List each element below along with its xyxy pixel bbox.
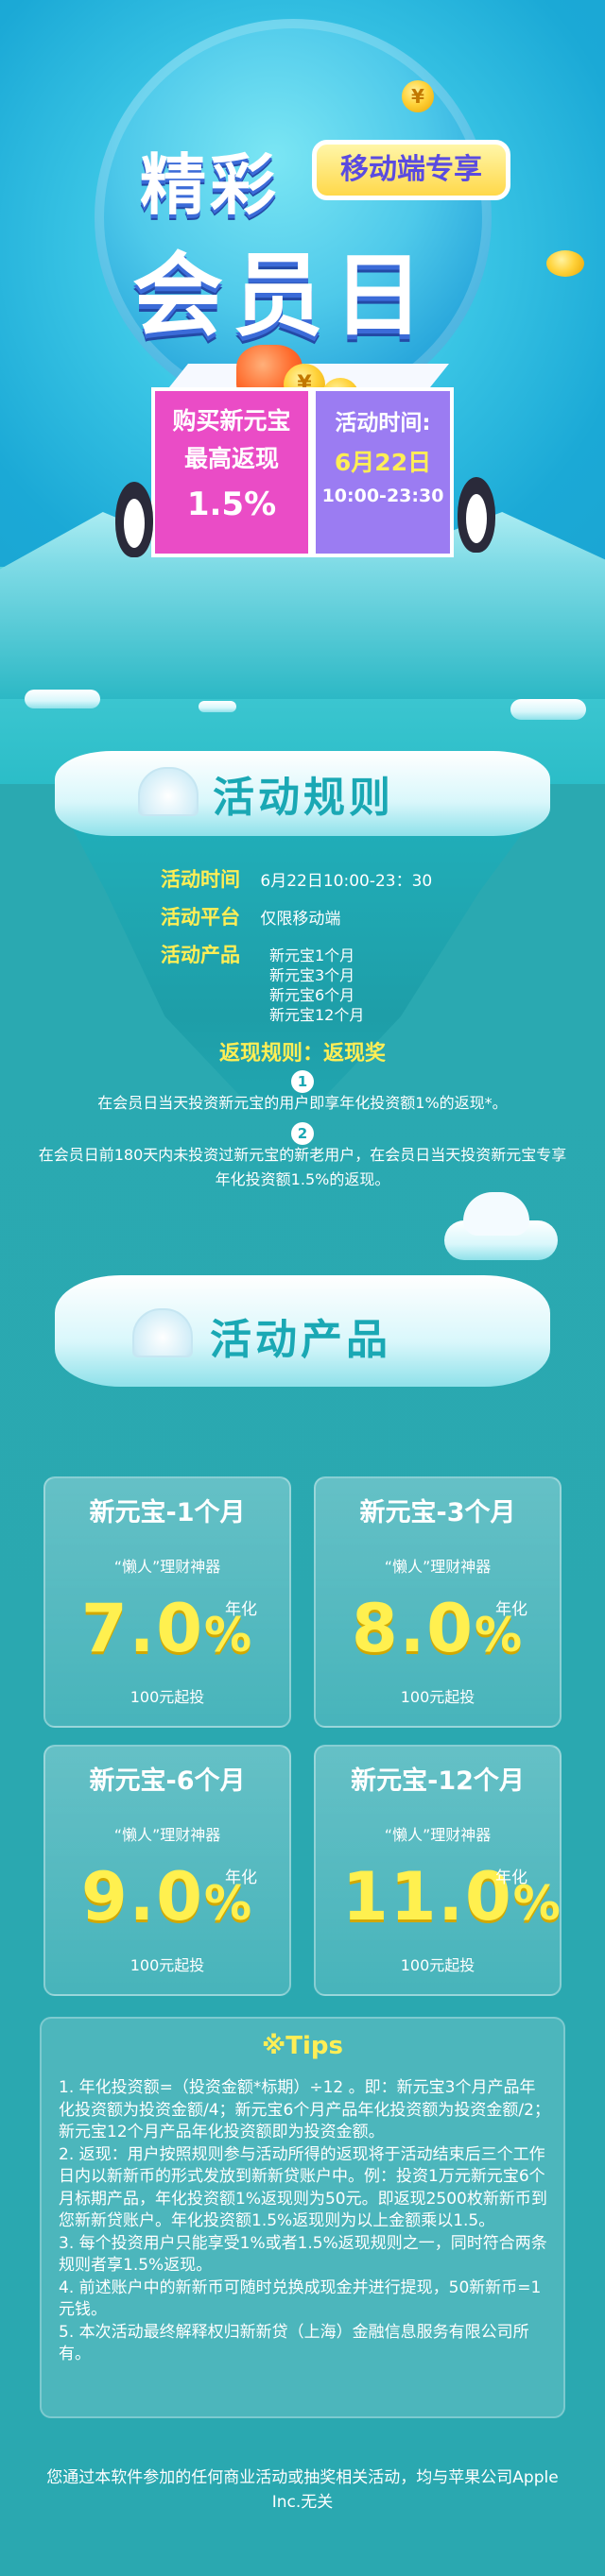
product-rate-number: 9.0 <box>81 1858 205 1936</box>
product-min-invest: 100元起投 <box>400 1688 475 1706</box>
product-min-invest: 100元起投 <box>130 1688 205 1706</box>
promo-box-line2: 最高返现 <box>183 445 279 472</box>
list-item: 新元宝1个月 <box>269 947 355 964</box>
coin-icon <box>546 250 584 277</box>
product-rate-percent: % <box>512 1876 562 1931</box>
product-tagline: “懒人”理财神器 <box>384 1826 492 1844</box>
product-min-invest: 100元起投 <box>130 1956 205 1974</box>
product-rate-percent: % <box>204 1876 254 1931</box>
ice-floe-decoration <box>25 690 100 708</box>
tips-item: 5. 本次活动最终解释权归新新贷（上海）金融信息服务有限公司所有。 <box>59 2322 529 2364</box>
ice-floe-decoration <box>199 701 236 712</box>
product-name: 新元宝-12个月 <box>351 1766 525 1796</box>
rule-platform-value: 仅限移动端 <box>260 910 341 929</box>
mobile-exclusive-badge: 移动端专享 <box>312 140 510 200</box>
hero-title-line2: 会员日 <box>132 243 433 349</box>
tips-title: ※Tips <box>261 2032 343 2060</box>
event-date: 6月22日 <box>334 449 432 476</box>
rule-products-list: 新元宝1个月 新元宝3个月 新元宝6个月 新元宝12个月 <box>269 943 365 1024</box>
product-rate-number: 8.0 <box>352 1590 475 1667</box>
product-rate: 7.0% <box>81 1590 253 1667</box>
product-name: 新元宝-1个月 <box>89 1498 246 1527</box>
list-item: 新元宝6个月 <box>269 986 355 1004</box>
product-tagline: “懒人”理财神器 <box>113 1558 221 1576</box>
tips-item: 4. 前述账户中的新新币可随时兑换成现金并进行提现，50新新币=1元钱。 <box>59 2277 542 2320</box>
product-tagline: “懒人”理财神器 <box>384 1558 492 1576</box>
product-annual-label: 年化 <box>225 1868 257 1887</box>
penguin-icon <box>115 482 153 557</box>
product-annual-label: 年化 <box>225 1600 257 1619</box>
product-card-12-month[interactable]: 新元宝-12个月 “懒人”理财神器 11.0% 年化 100元起投 <box>314 1745 562 1996</box>
rule-time-label: 活动时间 <box>161 868 240 891</box>
tips-item: 1. 年化投资额=（投资金额*标期）÷12 。即：新元宝3个月产品年化投资额为投… <box>59 2078 550 2141</box>
coin-icon: ¥ <box>402 80 434 112</box>
rebate-item-text: 在会员日当天投资新元宝的用户即享年化投资额1%的返现*。 <box>97 1094 508 1112</box>
product-rate-number: 7.0 <box>81 1590 205 1667</box>
product-annual-label: 年化 <box>495 1868 527 1887</box>
tips-item: 2. 返现：用户按照规则参与活动所得的返现将于活动结束后三个工作日内以新新币的形… <box>59 2144 547 2231</box>
rules-section-title: 活动规则 <box>213 774 394 822</box>
hero-title-line1: 精彩 <box>140 146 280 224</box>
product-rate-percent: % <box>204 1608 254 1663</box>
rebate-item-number: 1 <box>291 1070 314 1093</box>
product-rate-number: 11.0 <box>342 1858 513 1936</box>
products-section-title: 活动产品 <box>210 1316 391 1364</box>
product-rate: 8.0% <box>352 1590 524 1667</box>
event-time-label: 活动时间: <box>335 411 431 435</box>
rule-time-value: 6月22日10:00-23：30 <box>260 872 433 891</box>
igloo-icon <box>138 767 199 816</box>
rule-products: 活动产品 <box>161 940 255 968</box>
promo-box-line1: 购买新元宝 <box>172 407 291 435</box>
rules-title-plate <box>55 751 550 836</box>
product-rate: 9.0% <box>81 1858 253 1936</box>
promo-box-event-time: 活动时间: 6月22日 10:00-23:30 <box>312 387 454 557</box>
product-rate-percent: % <box>475 1608 525 1663</box>
list-item: 新元宝12个月 <box>269 1006 365 1024</box>
ice-floe-decoration <box>510 699 586 720</box>
event-hours: 10:00-23:30 <box>321 486 444 506</box>
promo-box-max-rebate: 购买新元宝 最高返现 1.5% <box>151 387 312 557</box>
penguin-icon <box>458 477 495 553</box>
product-card-3-month[interactable]: 新元宝-3个月 “懒人”理财神器 8.0% 年化 100元起投 <box>314 1476 562 1728</box>
rule-platform-label: 活动平台 <box>161 906 240 929</box>
rebate-item-text: 在会员日前180天内未投资过新元宝的新老用户，在会员日当天投资新元宝专享年化投资… <box>38 1146 567 1188</box>
rule-platform: 活动平台 仅限移动端 <box>161 902 340 930</box>
rule-time: 活动时间 6月22日10:00-23：30 <box>161 864 432 893</box>
tips-item: 3. 每个投资用户只能享受1%或者1.5%返现规则之一，同时符合两条规则者享1.… <box>59 2233 547 2276</box>
product-annual-label: 年化 <box>495 1600 527 1619</box>
rule-products-label: 活动产品 <box>161 944 240 966</box>
product-tagline: “懒人”理财神器 <box>113 1826 221 1844</box>
tips-list: 1. 年化投资额=（投资金额*标期）÷12 。即：新元宝3个月产品年化投资额为投… <box>59 2077 550 2366</box>
product-card-6-month[interactable]: 新元宝-6个月 “懒人”理财神器 9.0% 年化 100元起投 <box>43 1745 291 1996</box>
product-rate: 11.0% <box>342 1858 562 1936</box>
polar-bear-icon <box>463 1192 529 1236</box>
rebate-item-number: 2 <box>291 1122 314 1145</box>
product-card-1-month[interactable]: 新元宝-1个月 “懒人”理财神器 7.0% 年化 100元起投 <box>43 1476 291 1728</box>
disclaimer-footer: 您通过本软件参加的任何商业活动或抽奖相关活动，均与苹果公司Apple Inc.无… <box>46 2468 559 2512</box>
rebate-rules-title: 返现规则：返现奖 <box>218 1042 386 1066</box>
product-name: 新元宝-3个月 <box>359 1498 516 1527</box>
product-min-invest: 100元起投 <box>400 1956 475 1974</box>
product-name: 新元宝-6个月 <box>89 1766 246 1796</box>
promo-box-rate: 1.5% <box>186 486 277 523</box>
igloo-icon <box>132 1308 193 1357</box>
list-item: 新元宝3个月 <box>269 966 355 984</box>
tips-panel: ※Tips 1. 年化投资额=（投资金额*标期）÷12 。即：新元宝3个月产品年… <box>40 2017 565 2418</box>
